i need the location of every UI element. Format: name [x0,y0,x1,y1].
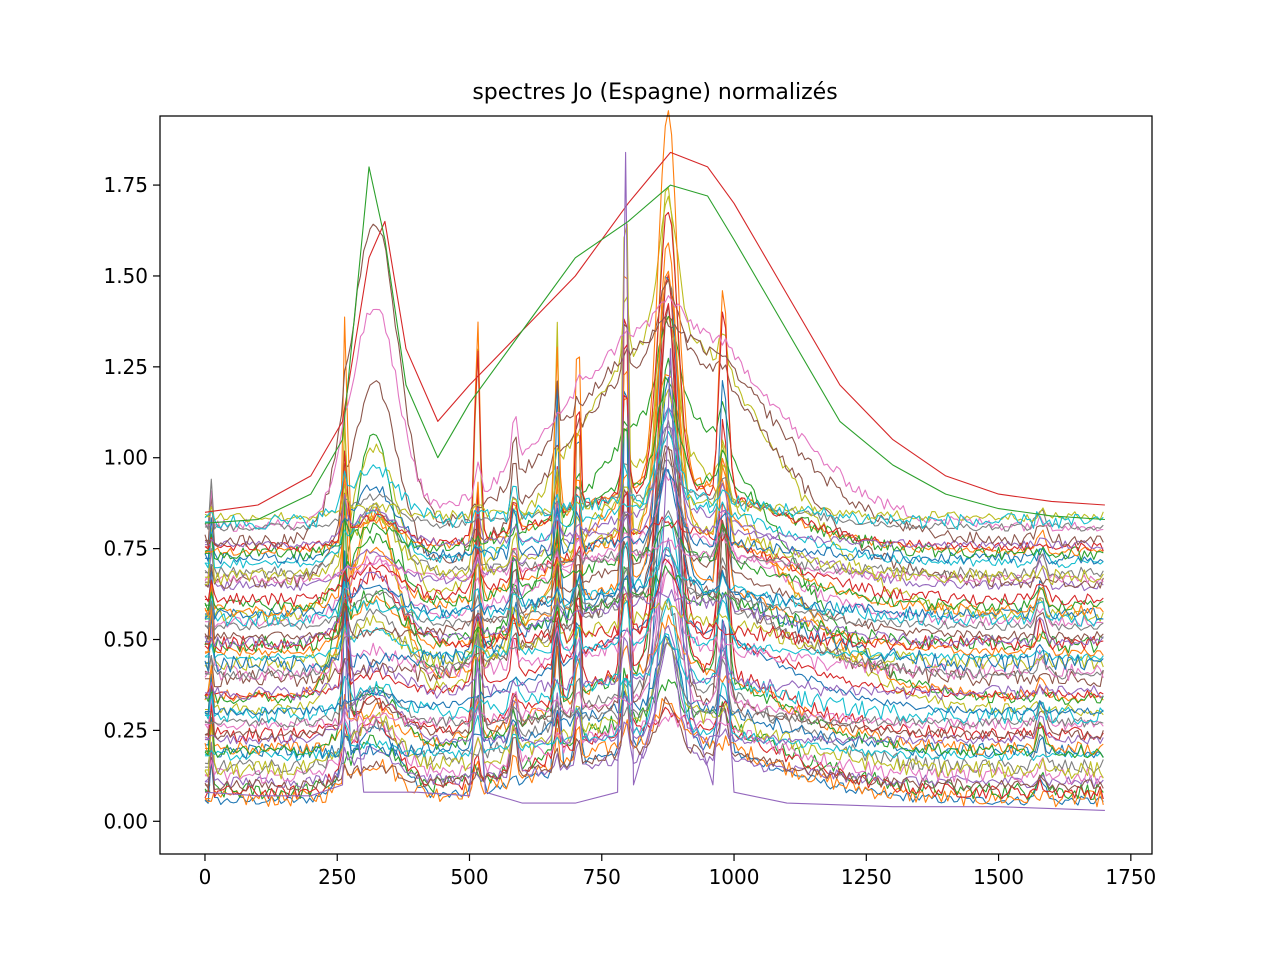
spectrum-line [204,690,1104,792]
y-tick-label: 1.50 [103,264,148,288]
spectrum-line [204,491,1104,606]
spectrum-line [204,270,1104,618]
spectrum-line [204,642,1104,728]
representative-line [204,151,1105,811]
x-tick-label: 1750 [1105,865,1156,889]
spectrum-line [204,510,1104,631]
x-tick-label: 1000 [709,865,760,889]
x-tick-label: 250 [318,865,356,889]
spectrum-line [204,446,1104,688]
spectrum-line [204,558,1104,731]
spectrum-line [204,571,1104,648]
axes-layer: 0 250 500 750 1000 1250 1500 1750 0.00 0.25 0.50 0.… [103,173,1156,889]
y-tick-label: 0.75 [103,537,148,561]
x-tick-label: 500 [450,865,488,889]
representative-line [204,166,1105,524]
spectrum-line [204,558,1104,653]
spectrum-line [204,211,1104,552]
spectrum-line [204,279,1104,589]
spectrum-line [204,509,1104,584]
y-tick-label: 1.75 [103,173,148,197]
spectrum-line [204,187,1104,586]
spectrum-line [204,275,1104,673]
spectrum-line [204,407,1104,531]
spectrum-line [204,295,1104,532]
spectrum-line [204,569,1104,682]
chart-title: spectres Jo (Espagne) normalizés [472,80,837,105]
x-tick-label: 750 [583,865,621,889]
spectrum-line [204,541,1104,627]
y-tick-label: 0.25 [103,718,148,742]
y-tick-label: 1.25 [103,355,148,379]
spectrum-line [204,548,1104,680]
x-tick-label: 1250 [841,865,892,889]
spectrum-line [204,681,1104,785]
y-tick-label: 0.50 [103,628,148,652]
spectrum-line [204,445,1104,642]
spectrum-line [204,376,1104,561]
y-tick-label: 0.00 [103,809,148,833]
x-tick-label: 1500 [973,865,1024,889]
plot-frame [159,115,1153,855]
spectrum-line [204,459,1104,532]
spectrum-line [204,521,1104,612]
series-layer [204,110,1105,811]
x-tick-label: 0 [199,865,212,889]
spectrum-line [204,242,1104,657]
y-tick-label: 1.00 [103,446,148,470]
spectrum-line [204,304,1104,741]
